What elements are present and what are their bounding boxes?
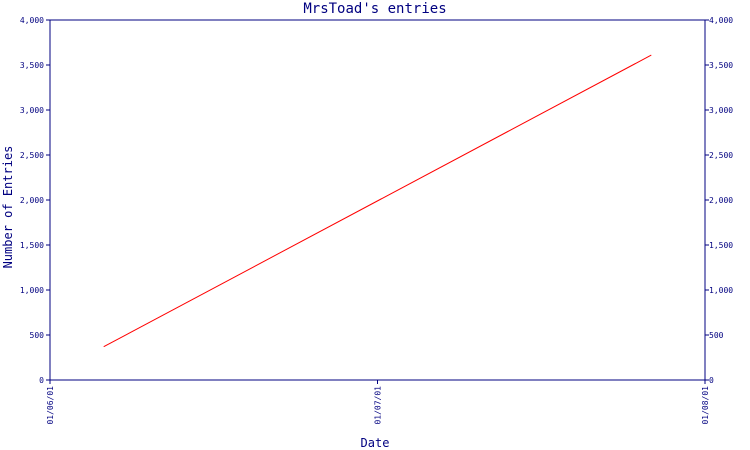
y-tick-label-right: 2,500: [709, 151, 733, 160]
y-tick-label: 3,500: [20, 61, 44, 70]
x-tick-label: 01/06/01: [46, 386, 55, 425]
y-tick-label: 0: [39, 376, 44, 385]
y-ticks-left: 0 500 1,000 1,500 2,000 2,500 3,000 3,500 4,000: [20, 16, 50, 385]
y-tick-label-right: 1,500: [709, 241, 733, 250]
y-tick-label-right: 500: [709, 331, 724, 340]
y-tick-label-right: 1,000: [709, 286, 733, 295]
y-tick-label: 2,000: [20, 196, 44, 205]
y-tick-label-right: 3,500: [709, 61, 733, 70]
y-tick-label: 4,000: [20, 16, 44, 25]
y-tick-label: 1,000: [20, 286, 44, 295]
series-line: [103, 54, 652, 348]
y-tick-label-right: 4,000: [709, 16, 733, 25]
y-tick-label: 1,500: [20, 241, 44, 250]
x-tick-label: 01/07/01: [374, 386, 383, 425]
plot-frame: [49, 19, 706, 381]
series-layer: [103, 54, 652, 348]
x-axis-label: Date: [360, 436, 390, 450]
chart-title: MrsToad's entries: [303, 1, 447, 17]
x-ticks: 01/06/01 01/07/01 01/08/01: [46, 380, 710, 425]
y-tick-label-right: 0: [709, 376, 714, 385]
y-tick-label: 2,500: [20, 151, 44, 160]
y-tick-label-right: 3,000: [709, 106, 733, 115]
y-ticks-right: 0 500 1,000 1,500 2,000 2,500 3,000 3,500 4,000: [705, 16, 733, 385]
y-tick-label: 3,000: [20, 106, 44, 115]
x-tick-label: 01/08/01: [701, 386, 710, 425]
plot-border: [49, 19, 706, 381]
y-tick-label: 500: [30, 331, 45, 340]
y-tick-label-right: 2,000: [709, 196, 733, 205]
